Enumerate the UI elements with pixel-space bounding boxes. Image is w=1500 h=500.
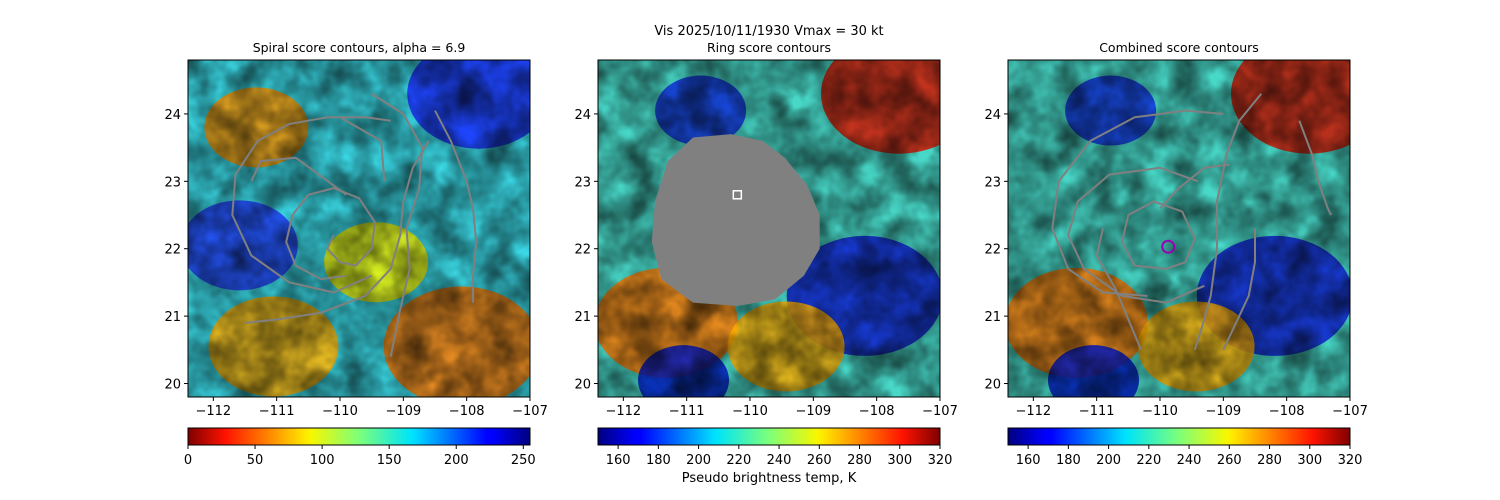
colorbar-tick-label: 240 xyxy=(1177,453,1202,468)
y-tick-label: 22 xyxy=(984,243,1001,258)
axes-frame xyxy=(597,59,941,398)
x-tick-label: −108 xyxy=(449,404,485,419)
x-tick-label: −109 xyxy=(385,404,421,419)
y-tick-label: 23 xyxy=(574,175,591,190)
colorbar-tick-label: 320 xyxy=(1338,453,1363,468)
x-tick-label: −112 xyxy=(1015,404,1051,419)
x-tick-label: −112 xyxy=(605,404,641,419)
center-marker xyxy=(1161,239,1176,254)
colorbar-tick-label: 280 xyxy=(847,453,872,468)
y-tick-label: 21 xyxy=(164,310,181,325)
score-contour xyxy=(1051,109,1224,297)
colorbar: 160 180 200 220 240 260 280 300 320 Pseudo bright… xyxy=(597,427,953,486)
x-tick-label: −111 xyxy=(1079,404,1115,419)
axes-frame xyxy=(1007,59,1351,398)
colorbar-tick-label: 300 xyxy=(887,453,912,468)
panel-3: Combined score contours −112 −111 −110 −109 −… xyxy=(984,40,1368,468)
colorbar: 0 50 100 150 200 250 xyxy=(184,427,536,468)
axes-frame xyxy=(187,59,531,398)
y-tick-label: 24 xyxy=(984,108,1001,123)
x-tick-label: −109 xyxy=(795,404,831,419)
score-contour xyxy=(1067,166,1205,304)
x-tick-label: −108 xyxy=(1269,404,1305,419)
colorbar-tick-label: 300 xyxy=(1297,453,1322,468)
satellite-image xyxy=(188,60,530,397)
colorbar-tick-label: 260 xyxy=(807,453,832,468)
x-tick-label: −110 xyxy=(1142,404,1178,419)
colorbar-gradient xyxy=(187,427,531,446)
colorbar-tick-label: 160 xyxy=(1016,453,1041,468)
colorbar-tick-label: 200 xyxy=(444,453,469,468)
score-contour xyxy=(1095,228,1142,351)
score-contour xyxy=(244,140,430,324)
colorbar-gradient xyxy=(597,427,941,446)
colorbar-tick-label: 160 xyxy=(606,453,631,468)
panel-title: Spiral score contours, alpha = 6.9 xyxy=(253,40,466,55)
score-contour xyxy=(1298,120,1332,216)
colorbar-tick-label: 220 xyxy=(1136,453,1161,468)
colorbar-tick-label: 0 xyxy=(184,453,192,468)
colorbar-tick-label: 100 xyxy=(310,453,335,468)
score-contour xyxy=(231,116,391,294)
y-tick-label: 24 xyxy=(574,108,591,123)
colorbar-tick-label: 180 xyxy=(646,453,671,468)
x-tick-label: −112 xyxy=(195,404,231,419)
figure-suptitle: Vis 2025/10/11/1930 Vmax = 30 kt xyxy=(654,24,883,39)
colorbar-tick-label: 200 xyxy=(1096,453,1121,468)
score-contour xyxy=(1159,163,1230,209)
colorbar-tick-label: 180 xyxy=(1056,453,1081,468)
satellite-image xyxy=(1008,60,1350,397)
x-tick-label: −110 xyxy=(322,404,358,419)
colorbar-tick-label: 50 xyxy=(247,453,264,468)
y-tick-label: 20 xyxy=(984,378,1001,393)
colorbar-label: Pseudo brightness temp, K xyxy=(682,471,857,486)
score-contour xyxy=(371,92,424,357)
score-contour xyxy=(1121,200,1196,270)
x-tick-label: −107 xyxy=(1332,404,1368,419)
x-tick-label: −108 xyxy=(859,404,895,419)
center-marker xyxy=(732,190,743,200)
y-tick-label: 22 xyxy=(574,243,591,258)
y-tick-label: 23 xyxy=(984,175,1001,190)
x-tick-label: −111 xyxy=(259,404,295,419)
colorbar-tick-label: 280 xyxy=(1257,453,1282,468)
panel-1: Spiral score contours, alpha = 6.9 −112 −1… xyxy=(164,40,548,468)
panel-title: Combined score contours xyxy=(1099,40,1259,55)
y-tick-label: 23 xyxy=(164,175,181,190)
colorbar-gradient xyxy=(1007,427,1351,446)
y-tick-label: 21 xyxy=(984,310,1001,325)
x-tick-label: −110 xyxy=(732,404,768,419)
score-contour xyxy=(285,187,376,281)
colorbar: 160 180 200 220 240 260 280 300 320 xyxy=(1007,427,1363,468)
satellite-image xyxy=(598,60,940,397)
colorbar-tick-label: 250 xyxy=(511,453,536,468)
x-tick-label: −109 xyxy=(1205,404,1241,419)
score-contour xyxy=(1222,228,1256,351)
panel-2: Ring score contours −112 −111 −110 −109 −108 −… xyxy=(574,40,958,486)
panel-title: Ring score contours xyxy=(707,40,831,55)
y-tick-label: 21 xyxy=(574,310,591,325)
score-contour xyxy=(434,110,478,303)
colorbar-tick-label: 220 xyxy=(726,453,751,468)
colorbar-tick-label: 200 xyxy=(686,453,711,468)
score-contour xyxy=(1193,93,1263,351)
x-tick-label: −111 xyxy=(669,404,705,419)
y-tick-label: 24 xyxy=(164,108,181,123)
colorbar-tick-label: 260 xyxy=(1217,453,1242,468)
masked-region xyxy=(651,134,820,306)
y-tick-label: 20 xyxy=(164,378,181,393)
colorbar-tick-label: 150 xyxy=(377,453,402,468)
x-tick-label: −107 xyxy=(512,404,548,419)
score-contour xyxy=(250,156,347,196)
y-tick-label: 20 xyxy=(574,378,591,393)
x-tick-label: −107 xyxy=(922,404,958,419)
colorbar-tick-label: 320 xyxy=(928,453,953,468)
score-contour xyxy=(339,116,386,182)
colorbar-tick-label: 240 xyxy=(767,453,792,468)
y-tick-label: 22 xyxy=(164,243,181,258)
